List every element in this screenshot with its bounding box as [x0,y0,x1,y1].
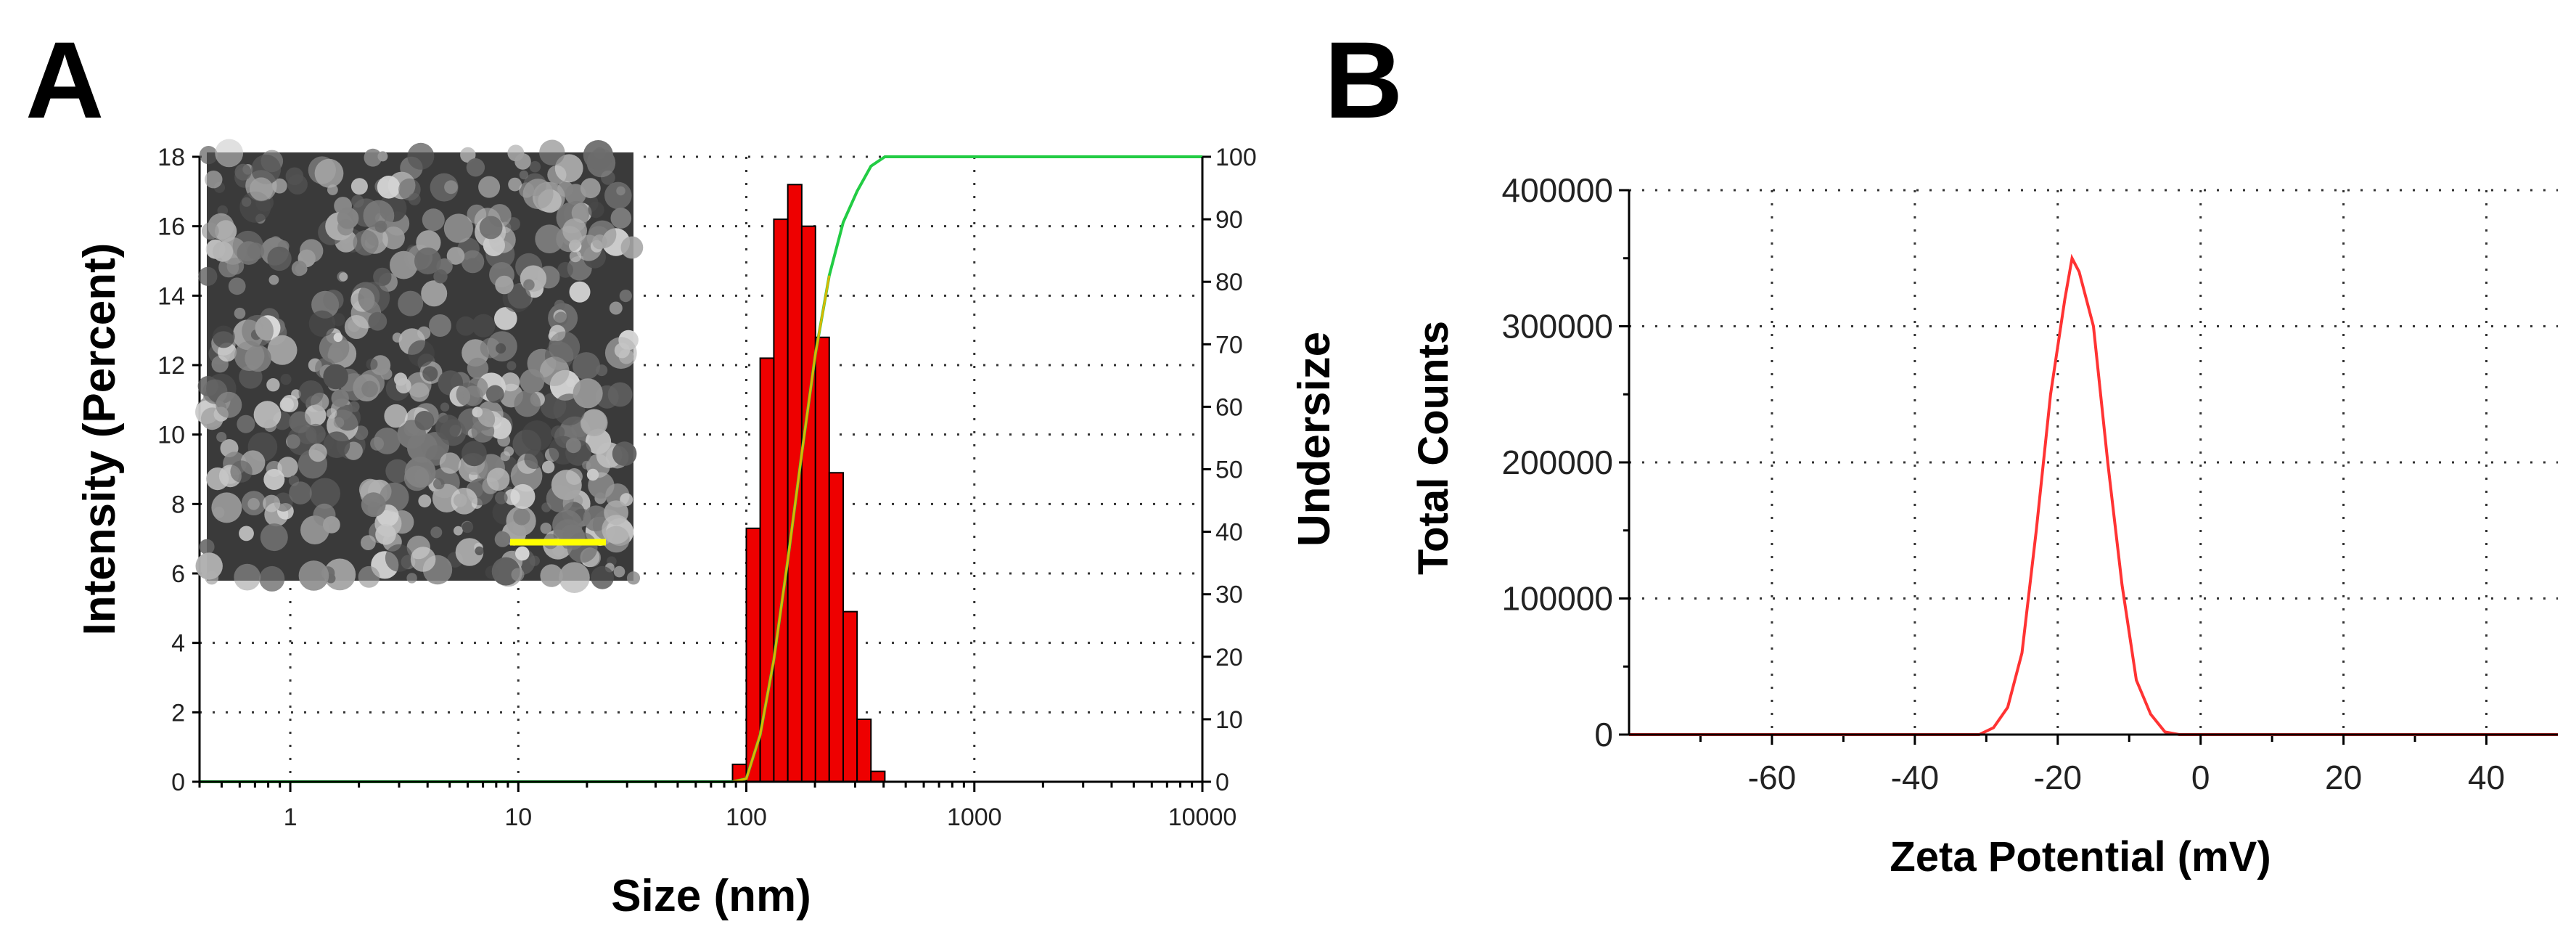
y-tick-label: 10 [157,422,185,449]
y-tick-label: 2 [171,699,185,727]
y-tick-label: 300000 [1502,308,1614,346]
y-tick-label: 18 [157,144,185,171]
x-tick-label: 10000 [1168,804,1237,831]
bar [842,610,858,782]
x-tick-label: -20 [2034,759,2082,796]
x-tick-label: 20 [2325,759,2362,796]
y-tick-label: 100000 [1502,580,1614,618]
tick-labels: -60 -40 -20 0 20 40 0 100000 200000 300000 400000 [1502,171,2506,796]
zeta-series-line [1629,253,2558,736]
y2-tick-label: 80 [1215,269,1243,296]
x-axis-title: Zeta Potential (mV) [1890,833,2271,880]
y-tick-label: 0 [171,769,185,796]
axes [1619,189,2558,745]
y2-tick-label: 10 [1215,706,1243,734]
x-tick-label: 1 [284,804,298,831]
x-tick-label: -60 [1748,759,1796,796]
x-tick-label: 40 [2468,759,2505,796]
bar [800,225,816,782]
y-tick-label: 6 [171,560,185,588]
y2-tick-label: 100 [1215,144,1257,171]
bar [828,472,845,782]
axes [192,155,1211,792]
bar [787,184,803,782]
size-distribution-chart: 1 10 100 1000 10000 0 2 4 6 8 10 12 14 16 18 0 10 20 30 40 5… [75,139,1340,921]
y2-axis-title: Undersize [1289,332,1340,547]
bar [773,218,789,783]
tick-labels: 1 10 100 1000 10000 0 2 4 6 8 10 12 14 16 18 0 10 20 30 40 5… [157,144,1257,831]
y-tick-label: 8 [171,491,185,518]
x-tick-label: 100 [726,804,767,831]
sem-micrograph-icon [194,139,644,593]
x-tick-label: 10 [504,804,532,831]
y-tick-label: 4 [171,630,185,658]
bar [870,770,886,783]
y2-tick-label: 90 [1215,206,1243,234]
y2-tick-label: 50 [1215,457,1243,484]
y2-tick-label: 20 [1215,644,1243,671]
y-axis-title: Total Counts [1410,321,1457,575]
x-tick-label: 1000 [947,804,1002,831]
panel-a-label: A [25,19,104,141]
x-axis-title: Size (nm) [611,871,811,921]
zeta-potential-chart: -60 -40 -20 0 20 400100000200000300000400000 … [1410,171,2558,880]
y-tick-label: 16 [157,213,185,241]
y2-tick-label: 60 [1215,393,1243,421]
y-tick-label: 400000 [1502,171,1614,209]
intensity-bars [731,184,886,783]
panel-b-label: B [1324,19,1403,141]
y2-tick-label: 70 [1215,331,1243,359]
grid [1629,189,2558,742]
y2-tick-label: 30 [1215,581,1243,609]
x-tick-label: 0 [2191,759,2210,796]
x-tick-label: -40 [1891,759,1939,796]
y-tick-label: 200000 [1502,444,1614,481]
y-tick-label: 0 [1594,716,1613,753]
cumulative-inner-line [732,275,831,783]
y2-tick-label: 40 [1215,519,1243,547]
y-axis-title: Intensity (Percent) [75,243,125,636]
y-tick-label: 12 [157,352,185,380]
bar [856,718,872,783]
bar [814,336,830,782]
y-tick-label: 14 [157,282,185,310]
y2-tick-label: 0 [1215,769,1229,796]
